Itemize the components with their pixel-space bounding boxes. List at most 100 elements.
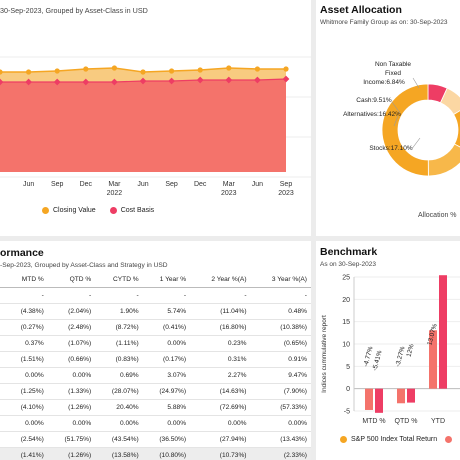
cell-3-year: (57.33%) (250, 399, 311, 416)
closing-value-point[interactable] (254, 66, 260, 72)
donut-slice[interactable] (427, 143, 460, 177)
trend-x-tick-label: Sep (51, 181, 64, 188)
portfolio-trend-card: 30-Sep-2023, Grouped by Asset-Class in U… (0, 0, 311, 236)
closing-value-point[interactable] (169, 68, 175, 74)
cell-2-year: (27.94%) (190, 431, 251, 448)
table-row[interactable]: (1.51%) (0.66%) (0.83%) (0.17%) 0.31% 0.91% (0, 351, 311, 368)
cell-3-year: (10.38%) (250, 319, 311, 336)
donut-slice[interactable] (453, 106, 460, 151)
cost-basis-point[interactable] (282, 75, 290, 83)
total-cell-3-year: (2.33%) (250, 447, 311, 460)
table-row[interactable]: ------ (0, 287, 311, 304)
benchmark-bar[interactable] (407, 388, 415, 403)
closing-value-point[interactable] (0, 69, 3, 75)
closing-value-point[interactable] (26, 69, 32, 75)
column-header-qtd[interactable]: QTD % (47, 273, 96, 288)
cell-qtd: - (47, 287, 96, 304)
column-header-2-year[interactable]: 2 Year %(A) (190, 273, 251, 288)
table-row[interactable]: 0.00% 0.00% 0.00% 0.00% 0.00% 0.00% (0, 415, 311, 432)
cell-2-year: 2.27% (190, 367, 251, 384)
table-row[interactable]: 0.00% 0.00% 0.69% 3.07% 2.27% 9.47% (0, 367, 311, 384)
column-header-cytd[interactable]: CYTD % (95, 273, 143, 288)
column-header-3-year[interactable]: 3 Year %(A) (250, 273, 311, 288)
row-spacer (0, 415, 6, 432)
cell-3-year: (13.43%) (250, 431, 311, 448)
benchmark-y-tick-label: 15 (342, 319, 350, 326)
row-spacer (0, 447, 6, 460)
benchmark-bar[interactable] (439, 275, 447, 389)
cell-cytd: - (95, 287, 143, 304)
closing-value-point[interactable] (111, 65, 117, 71)
asset-allocation-subtitle: Whitmore Family Group as on: 30-Sep-2023 (320, 19, 448, 26)
cost-basis-point[interactable] (53, 78, 61, 86)
column-header-1-year[interactable]: 1 Year % (142, 273, 191, 288)
cost-basis-area (0, 79, 286, 172)
benchmark-y-tick-label: 10 (342, 342, 350, 349)
cell-2-year: 0.00% (190, 415, 251, 432)
donut-slice[interactable] (381, 83, 429, 177)
donut-slice[interactable] (439, 87, 460, 116)
closing-value-point[interactable] (140, 69, 146, 75)
cell-1-year: 0.00% (142, 415, 191, 432)
table-row[interactable]: 0.37% (1.07%) (1.11%) 0.00% 0.23% (0.65%) (0, 335, 311, 352)
total-cell-cytd: (13.58%) (95, 447, 143, 460)
donut-leader-line (410, 137, 421, 151)
cost-basis-legend-dot (109, 207, 117, 214)
cell-2-year: (11.04%) (190, 303, 251, 320)
closing-value-point[interactable] (83, 66, 89, 72)
closing-value-legend-label[interactable]: Closing Value (53, 207, 96, 214)
benchmark-bar[interactable] (397, 388, 405, 404)
cell-mtd: (4.10%) (6, 399, 48, 416)
performance-subtitle: -Sep-2023, Grouped by Asset-Class and St… (0, 262, 168, 269)
cell-mtd: - (6, 287, 48, 304)
sp500-legend-label[interactable]: S&P 500 Index Total Return (351, 436, 438, 443)
benchmark-bar[interactable] (429, 330, 437, 389)
table-row[interactable]: (4.10%) (1.26%) 20.40% 5.88% (72.69%) (57.33%… (0, 399, 311, 416)
cell-1-year: (24.97%) (142, 383, 191, 400)
trend-x-tick-label: Jun (23, 181, 34, 188)
cell-qtd: 0.00% (47, 367, 96, 384)
benchmark-bar[interactable] (375, 388, 383, 413)
cell-cytd: 0.69% (95, 367, 143, 384)
cell-cytd: (0.83%) (95, 351, 143, 368)
cell-mtd: (1.25%) (6, 383, 48, 400)
table-row[interactable]: (4.38%) (2.04%) 1.90% 5.74% (11.04%) 0.48% (0, 303, 311, 320)
trend-x-tick-label: Mar (223, 181, 236, 188)
closing-value-legend-dot (42, 207, 49, 214)
table-row[interactable]: (1.25%) (1.33%) (28.07%) (24.97%) (14.63%) (7… (0, 383, 311, 400)
closing-value-point[interactable] (283, 66, 289, 72)
benchmark-y-tick-label: 5 (346, 364, 350, 371)
cell-3-year: 0.48% (250, 303, 311, 320)
trend-x-tick-label: Sep (165, 181, 178, 188)
donut-label: Income:6.84% (363, 79, 405, 86)
row-spacer (0, 351, 6, 368)
total-cell-qtd: (1.26%) (47, 447, 96, 460)
closing-value-point[interactable] (54, 68, 60, 74)
performance-table: MTD % QTD % CYTD % 1 Year % 2 Year %(A) … (0, 273, 311, 460)
cell-2-year: (14.63%) (190, 383, 251, 400)
cell-1-year: - (142, 287, 191, 304)
closing-value-point[interactable] (197, 67, 203, 73)
cell-3-year: 0.00% (250, 415, 311, 432)
table-row[interactable]: (2.54%) (51.75%) (43.54%) (36.50%) (27.94%)(… (0, 431, 311, 448)
cell-mtd: (2.54%) (6, 431, 48, 448)
cell-qtd: (2.48%) (47, 319, 96, 336)
total-row[interactable]: (1.41%) (1.26%) (13.58%) (10.80%) (10.73%) (2… (0, 447, 311, 460)
asset-allocation-donut: Non Taxable Fixed Income:6.84% Cash:9.51% Al… (343, 61, 460, 177)
table-row[interactable]: (0.27%) (2.48%) (8.72%) (0.41%) (16.80%) (10.… (0, 319, 311, 336)
cell-mtd: 0.00% (6, 415, 48, 432)
cost-basis-legend-label[interactable]: Cost Basis (120, 207, 155, 214)
cell-cytd: (28.07%) (95, 383, 143, 400)
donut-leader-line (412, 77, 420, 89)
closing-value-point[interactable] (226, 65, 232, 71)
cell-qtd: (1.26%) (47, 399, 96, 416)
cost-basis-point[interactable] (254, 76, 261, 84)
benchmark-bar[interactable] (365, 388, 373, 410)
cell-1-year: (0.17%) (142, 351, 191, 368)
trend-subtitle: 30-Sep-2023, Grouped by Asset-Class in U… (0, 6, 148, 15)
total-cell-2-year: (10.73%) (190, 447, 251, 460)
cost-basis-point[interactable] (0, 78, 4, 86)
column-header-mtd[interactable]: MTD % (6, 273, 48, 288)
donut-leader-line (393, 115, 399, 127)
cell-2-year: 0.31% (190, 351, 251, 368)
